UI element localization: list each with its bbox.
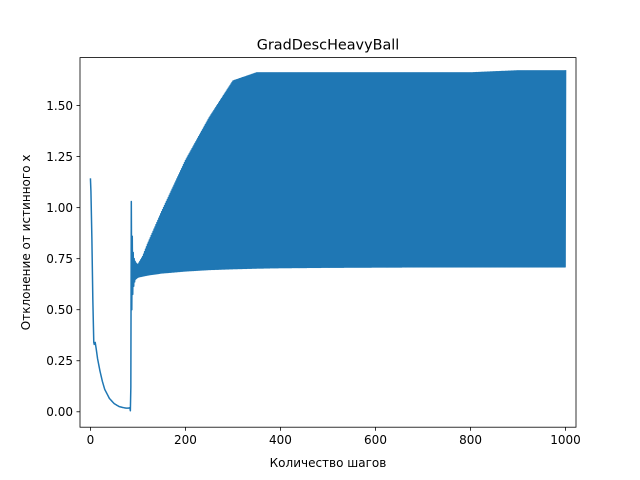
x-tick-label: 600: [364, 433, 387, 447]
y-tick-label: 1.25: [46, 150, 73, 164]
y-axis-ticks: 0.00 0.25 0.50 0.75 1.00 1.25 1.50: [46, 99, 80, 419]
y-tick-label: 0.75: [46, 252, 73, 266]
x-axis-label: Количество шагов: [270, 456, 387, 470]
y-tick-label: 0.50: [46, 303, 73, 317]
x-tick-label: 1000: [550, 433, 581, 447]
series-line-0: [89, 70, 567, 412]
chart-title: GradDescHeavyBall: [257, 38, 400, 54]
axes-frame: [79, 57, 577, 428]
y-tick-label: 1.50: [46, 99, 73, 113]
x-tick-label: 200: [174, 433, 197, 447]
y-tick-label: 0.25: [46, 354, 73, 368]
x-axis-ticks: 0 200 400 600 800 1000: [87, 427, 581, 447]
y-axis-label: Отклонение от истинного x: [19, 155, 33, 331]
x-tick-label: 0: [87, 433, 95, 447]
series-layer: [89, 70, 567, 412]
x-tick-label: 400: [269, 433, 292, 447]
x-tick-label: 800: [459, 433, 482, 447]
y-tick-label: 1.00: [46, 201, 73, 215]
y-tick-label: 0.00: [46, 405, 73, 419]
